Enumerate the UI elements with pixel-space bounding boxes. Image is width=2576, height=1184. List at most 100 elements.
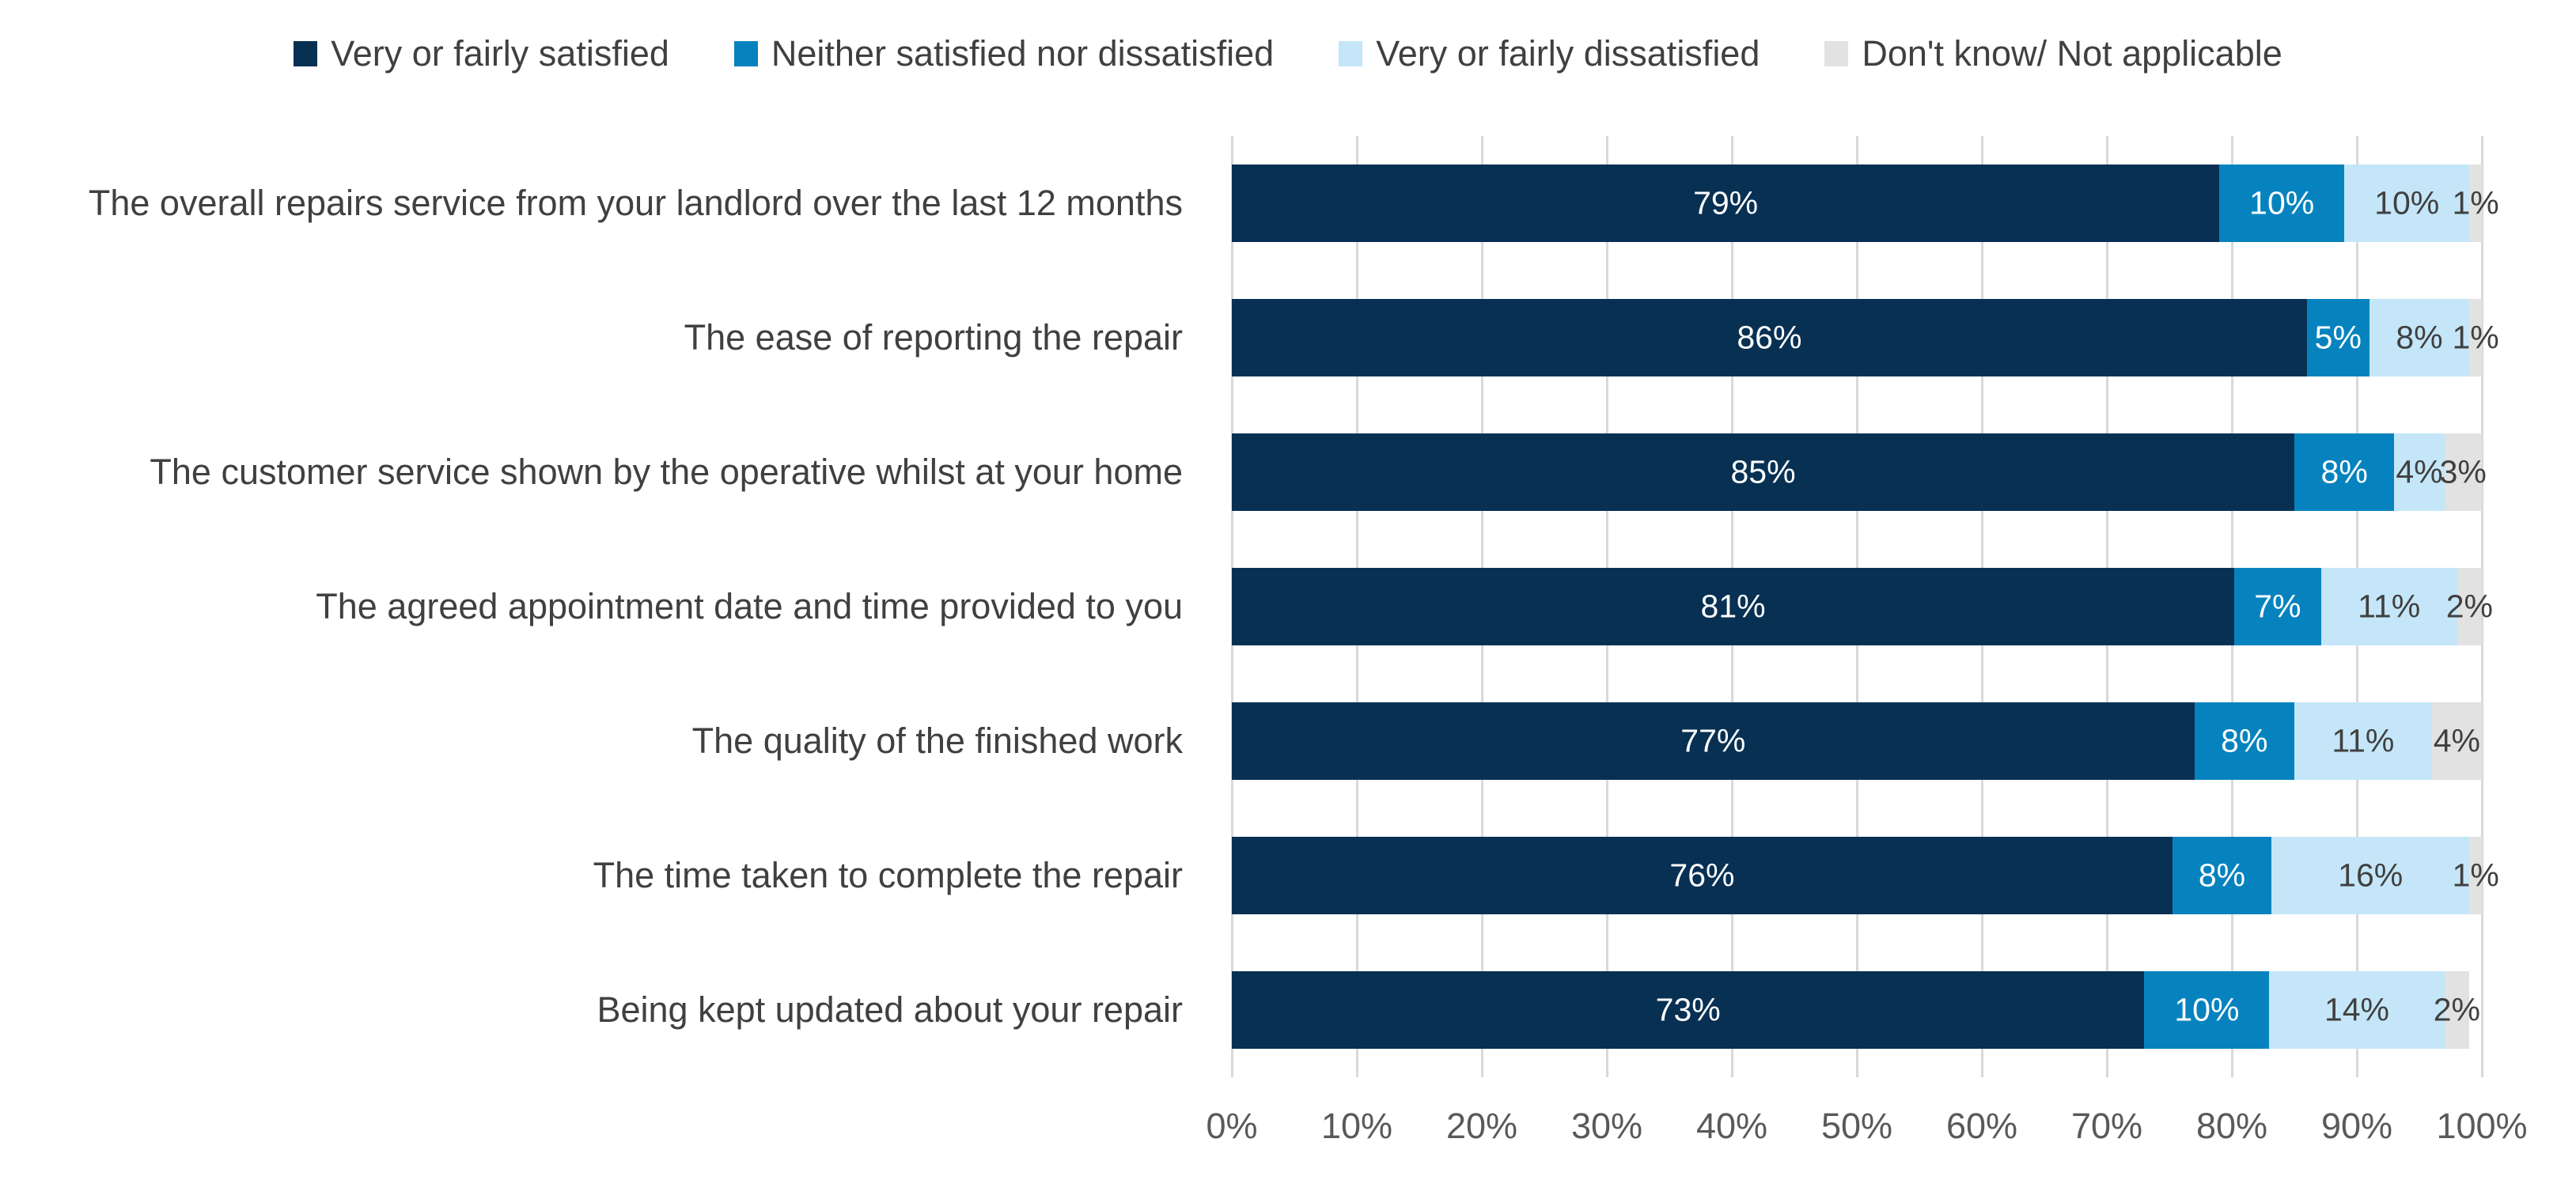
bar-row: The overall repairs service from your la… — [0, 136, 2576, 270]
segment-value-label: 81% — [1700, 588, 1766, 625]
bar-row: The customer service shown by the operat… — [0, 405, 2576, 539]
legend-swatch-icon — [294, 41, 318, 66]
segment-value-label: 11% — [2332, 722, 2395, 759]
bar-rows: The overall repairs service from your la… — [0, 136, 2576, 1077]
legend-item: Very or fairly satisfied — [294, 33, 669, 74]
legend-swatch-icon — [1824, 41, 1849, 66]
segment-value-label: 11% — [2358, 588, 2421, 625]
segment-value-label: 73% — [1655, 991, 1721, 1028]
segment-value-label: 7% — [2254, 588, 2301, 625]
x-axis-tick-label: 10% — [1320, 1106, 1393, 1146]
bar-segment: 85% — [1232, 433, 2294, 511]
x-axis-tick-label: 20% — [1445, 1106, 1518, 1146]
segment-value-label: 8% — [2320, 453, 2368, 490]
bar-segment: 10% — [2344, 165, 2470, 242]
bar-segment: 8% — [2294, 433, 2395, 511]
bar-segment: 76% — [1232, 837, 2173, 914]
category-label: The time taken to complete the repair — [593, 855, 1183, 896]
bar-segment: 1% — [2452, 299, 2499, 376]
bar-segment: 3% — [2440, 433, 2487, 511]
segment-value-label: 2% — [2445, 588, 2493, 625]
bar-segment: 10% — [2219, 165, 2345, 242]
legend-label: Don't know/ Not applicable — [1862, 33, 2282, 74]
stacked-bar: 85% 8% 4% 3% — [1232, 433, 2487, 511]
x-axis-tick-label: 60% — [1945, 1106, 2018, 1146]
legend: Very or fairly satisfied Neither satisfie… — [0, 33, 2576, 74]
bar-segment: 2% — [2434, 971, 2480, 1049]
segment-value-label: 5% — [2314, 319, 2362, 356]
segment-value-label: 10% — [2174, 991, 2240, 1028]
segment-value-label: 3% — [2439, 453, 2487, 490]
bar-row: Being kept updated about your repair 73% 1… — [0, 943, 2576, 1077]
legend-swatch-icon — [1339, 41, 1363, 66]
segment-value-label: 1% — [2452, 319, 2499, 356]
stacked-bar: 76% 8% 16% 1% — [1232, 837, 2499, 914]
segment-value-label: 4% — [2433, 722, 2481, 759]
category-label: The customer service shown by the operat… — [150, 452, 1183, 493]
bar-segment: 8% — [2369, 299, 2470, 376]
bar-segment: 11% — [2320, 568, 2457, 645]
bar-row: The quality of the finished work 77% 8% 11%… — [0, 674, 2576, 808]
category-label: Being kept updated about your repair — [597, 989, 1183, 1031]
bar-segment: 4% — [2394, 433, 2445, 511]
bar-segment: 4% — [2431, 702, 2482, 780]
legend-item: Don't know/ Not applicable — [1824, 33, 2282, 74]
bar-segment: 16% — [2271, 837, 2470, 914]
category-label-cell: Being kept updated about your repair — [0, 986, 1232, 1033]
bar-row: The time taken to complete the repair 76%… — [0, 808, 2576, 943]
stacked-bar: 73% 10% 14% 2% — [1232, 971, 2482, 1049]
segment-value-label: 8% — [2198, 857, 2246, 894]
segment-value-label: 4% — [2396, 453, 2443, 490]
category-label: The quality of the finished work — [691, 721, 1183, 762]
bar-row: The ease of reporting the repair 86% 5% 8% 1… — [0, 270, 2576, 405]
segment-value-label: 85% — [1730, 453, 1796, 490]
legend-item: Very or fairly dissatisfied — [1339, 33, 1760, 74]
bar-segment: 14% — [2269, 971, 2445, 1049]
x-axis-tick-label: 0% — [1206, 1106, 1258, 1146]
segment-value-label: 1% — [2452, 857, 2499, 894]
x-axis: 0% 10% 20% 30% 40% 50% 60% 70% 80% 90% 100% — [1206, 1106, 2527, 1155]
legend-swatch-icon — [733, 41, 758, 66]
segment-value-label: 79% — [1693, 184, 1759, 221]
x-axis-tick-label: 90% — [2320, 1106, 2393, 1146]
x-axis-tick-label: 30% — [1570, 1106, 1643, 1146]
gridline — [2481, 136, 2483, 1077]
category-label: The agreed appointment date and time pro… — [316, 586, 1183, 627]
bar-segment: 7% — [2234, 568, 2321, 645]
bar-segment: 2% — [2446, 568, 2493, 645]
bar-segment: 1% — [2452, 165, 2499, 242]
stacked-bar: 79% 10% 10% 1% — [1232, 165, 2499, 242]
segment-value-label: 10% — [2249, 184, 2315, 221]
category-label-cell: The overall repairs service from your la… — [0, 180, 1232, 226]
segment-value-label: 77% — [1680, 722, 1746, 759]
category-label-cell: The quality of the finished work — [0, 717, 1232, 764]
bar-segment: 10% — [2144, 971, 2270, 1049]
bar-segment: 81% — [1232, 568, 2235, 645]
legend-label: Neither satisfied nor dissatisfied — [771, 33, 1275, 74]
bar-segment: 79% — [1232, 165, 2220, 242]
segment-value-label: 2% — [2433, 991, 2481, 1028]
category-label-cell: The customer service shown by the operat… — [0, 448, 1232, 495]
x-axis-tick-label: 40% — [1695, 1106, 1768, 1146]
category-label: The overall repairs service from your la… — [88, 183, 1183, 224]
stacked-bar: 81% 7% 11% 2% — [1232, 568, 2493, 645]
legend-label: Very or fairly satisfied — [331, 33, 669, 74]
category-label-cell: The ease of reporting the repair — [0, 314, 1232, 361]
segment-value-label: 8% — [2396, 319, 2443, 356]
segment-value-label: 1% — [2452, 184, 2499, 221]
stacked-bar: 86% 5% 8% 1% — [1232, 299, 2499, 376]
segment-value-label: 76% — [1669, 857, 1735, 894]
segment-value-label: 86% — [1737, 319, 1802, 356]
x-axis-tick-label: 50% — [1820, 1106, 1893, 1146]
bar-segment: 77% — [1232, 702, 2195, 780]
category-label: The ease of reporting the repair — [684, 317, 1183, 358]
segment-value-label: 14% — [2324, 991, 2390, 1028]
legend-item: Neither satisfied nor dissatisfied — [733, 33, 1275, 74]
stacked-bar: 77% 8% 11% 4% — [1232, 702, 2482, 780]
bar-segment: 86% — [1232, 299, 2307, 376]
segment-value-label: 16% — [2338, 857, 2404, 894]
bar-segment: 5% — [2306, 299, 2370, 376]
legend-label: Very or fairly dissatisfied — [1376, 33, 1760, 74]
bar-segment: 1% — [2453, 837, 2499, 914]
